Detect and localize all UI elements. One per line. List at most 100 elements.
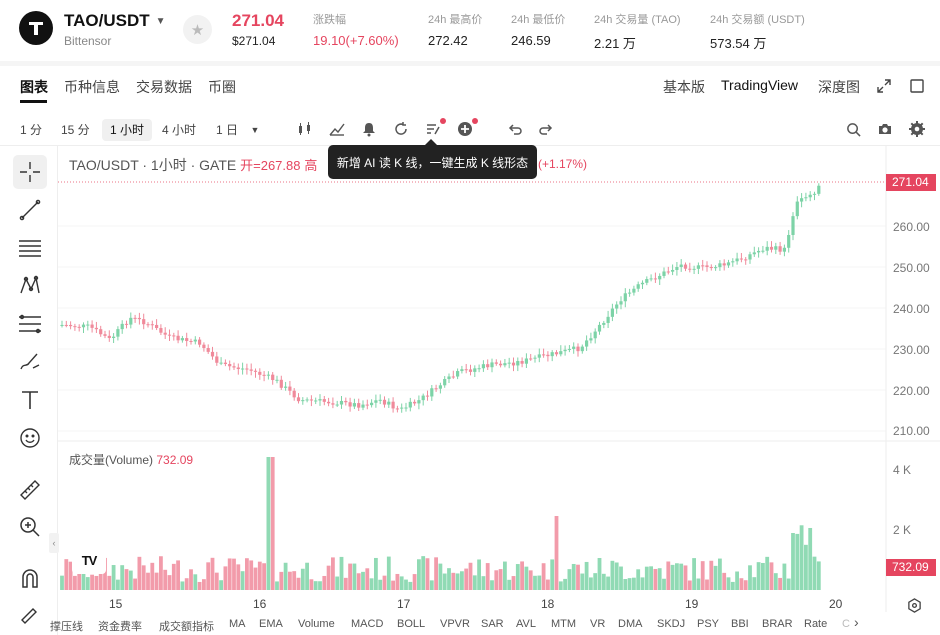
pair-selector[interactable]: TAO/USDT ▼ [64, 11, 166, 31]
indicator-item[interactable]: MA [229, 618, 246, 630]
interval-1h[interactable]: 1 小时 [102, 119, 153, 141]
volume-bar [348, 563, 352, 590]
interval-1m[interactable]: 1 分 [20, 123, 43, 137]
expand-icon[interactable] [876, 78, 892, 94]
search-icon[interactable] [844, 120, 862, 138]
tab-coin-info[interactable]: 币种信息 [64, 79, 120, 95]
indicator-item[interactable]: MTM [551, 618, 577, 630]
interval-15m[interactable]: 15 分 [61, 123, 90, 137]
trendline-tool-icon[interactable] [13, 193, 47, 227]
zoom-in-tool-icon[interactable] [13, 510, 47, 544]
add-plus-icon[interactable] [456, 120, 474, 138]
volume-bar [589, 577, 593, 590]
stat-change: 涨跌幅 19.10(+7.60%) [313, 11, 399, 48]
volume-bar [709, 560, 714, 590]
alert-bell-icon[interactable] [360, 120, 378, 138]
candle-body [619, 301, 623, 305]
interval-1d[interactable]: 1 日 [216, 123, 239, 137]
indicator-item[interactable]: Rate [804, 618, 828, 630]
brush-tool-icon[interactable] [13, 345, 47, 379]
text-tool-icon[interactable] [13, 383, 47, 417]
tab-trade-data[interactable]: 交易数据 [136, 79, 192, 95]
candle-type-icon[interactable] [296, 120, 314, 138]
volume-bar [653, 568, 658, 590]
candle-body [585, 340, 589, 347]
indicator-item[interactable]: VPVR [440, 618, 470, 630]
interval-4h[interactable]: 4 小时 [162, 123, 197, 137]
indicator-item[interactable]: BOLL [397, 618, 426, 630]
indicator-item[interactable]: 成交额指标 [159, 621, 214, 633]
volume-bar [64, 559, 69, 590]
indicator-item[interactable]: SAR [481, 618, 504, 630]
indicator-item[interactable]: VR [590, 618, 606, 630]
candle-body [331, 403, 335, 405]
indicator-item[interactable]: PSY [697, 618, 720, 630]
candle-body [305, 399, 309, 401]
horizontal-lines-tool-icon[interactable] [13, 231, 47, 265]
axis-settings-icon[interactable] [905, 596, 923, 614]
indicator-item[interactable]: DMA [618, 618, 643, 630]
tradingview-logo-icon[interactable]: TV [72, 546, 106, 574]
candle-body [69, 324, 73, 327]
indicator-item[interactable]: AVL [516, 618, 536, 630]
indicator-item[interactable]: Volume [298, 618, 335, 630]
view-tradingview[interactable]: TradingView [721, 77, 799, 93]
tab-community[interactable]: 币圈 [208, 79, 236, 95]
magnet-tool-icon[interactable] [13, 561, 47, 595]
volume-bar [305, 562, 309, 590]
indicator-item[interactable]: C [842, 618, 850, 630]
crosshair-tool-icon[interactable] [13, 155, 47, 189]
window-icon[interactable] [909, 78, 925, 94]
volume-bar [197, 581, 202, 590]
ruler-tool-icon[interactable] [13, 473, 47, 507]
indicator-item[interactable]: SKDJ [657, 618, 686, 630]
volume-bar [550, 559, 555, 590]
interval-dropdown-icon[interactable]: ▼ [250, 125, 260, 135]
fibonacci-tool-icon[interactable] [13, 307, 47, 341]
indicator-item[interactable]: EMA [259, 618, 283, 630]
view-depth[interactable]: 深度图 [818, 79, 860, 95]
ai-pattern-icon[interactable] [424, 120, 442, 138]
volume-bar [369, 578, 374, 590]
tab-chart[interactable]: 图表 [20, 79, 48, 95]
indicator-item[interactable]: BBI [731, 618, 749, 630]
candle-body [198, 339, 202, 345]
indicator-item[interactable]: BRAR [762, 618, 793, 630]
candle-body [172, 335, 176, 337]
pattern-tool-icon[interactable] [13, 269, 47, 303]
emoji-tool-icon[interactable] [13, 421, 47, 455]
collapse-toolbar-icon[interactable]: ‹ [49, 533, 59, 553]
price-tick: 230.00 [893, 343, 930, 357]
candle-body [176, 335, 180, 341]
volume-bar [180, 581, 185, 590]
chevron-right-icon[interactable]: › [854, 614, 859, 630]
camera-icon[interactable] [876, 120, 894, 138]
stat-label: 24h 交易量 (TAO) [594, 14, 681, 26]
volume-bar [296, 577, 301, 590]
volume-bar [253, 567, 258, 590]
favorite-star-icon[interactable]: ★ [183, 15, 212, 44]
settings-gear-icon[interactable] [908, 120, 926, 138]
candle-body [520, 361, 524, 364]
indicator-item[interactable]: 撑压线 [50, 621, 83, 633]
redo-icon[interactable] [537, 120, 555, 138]
volume-bar [382, 575, 387, 590]
indicators-icon[interactable] [328, 120, 346, 138]
volume-bar [606, 576, 610, 590]
volume-bar [477, 559, 481, 590]
candle-body [610, 308, 614, 317]
indicator-item[interactable]: MACD [351, 618, 384, 630]
candle-body [511, 362, 516, 366]
candle-body [425, 395, 430, 397]
replay-icon[interactable] [392, 120, 410, 138]
undo-icon[interactable] [506, 120, 524, 138]
candle-body [374, 400, 378, 403]
pencil-lock-tool-icon[interactable] [13, 598, 47, 632]
indicator-item[interactable]: 资金费率 [98, 621, 142, 633]
view-basic[interactable]: 基本版 [663, 79, 705, 95]
candle-body [817, 185, 821, 194]
candle-body [314, 400, 318, 402]
indicator-bar: 撑压线 资金费率 成交额指标 MA EMA Volume MACD BOLL V… [0, 612, 940, 635]
time-tick: 19 [685, 597, 699, 611]
volume-bar [124, 569, 129, 590]
